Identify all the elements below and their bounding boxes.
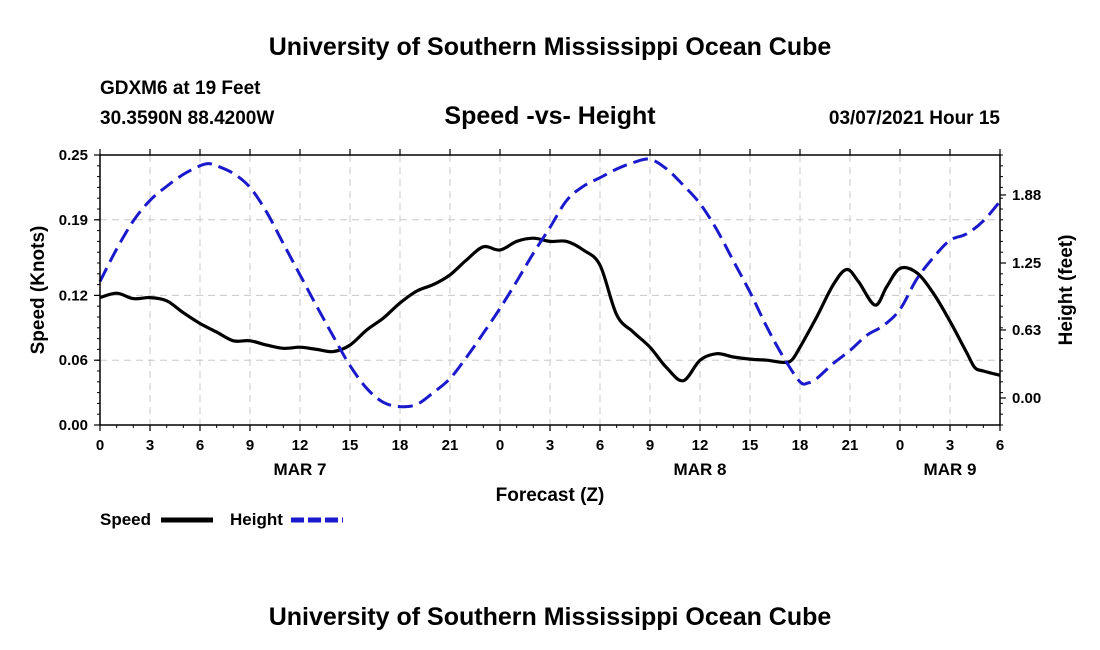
y2-tick-label: 1.25 — [1012, 255, 1041, 272]
x-tick-label: 18 — [792, 437, 809, 454]
y-tick-label: 0.06 — [59, 352, 88, 369]
x-tick-label: 15 — [342, 437, 359, 454]
series — [98, 157, 1002, 409]
x-tick-label: 6 — [196, 437, 204, 454]
y-tick-label: 0.25 — [59, 147, 88, 164]
y-tick-label: 0.00 — [59, 417, 88, 434]
x-tick-label: 6 — [596, 437, 604, 454]
speed-series-line — [99, 236, 1001, 383]
y-tick-label: 0.19 — [59, 212, 88, 229]
height-series-line — [98, 157, 1002, 409]
x-tick-label: 21 — [842, 437, 859, 454]
x-tick-label: 0 — [96, 437, 104, 454]
x-tick-label: 3 — [146, 437, 154, 454]
y-tick-label: 0.12 — [59, 287, 88, 304]
y2-tick-label: 0.00 — [1012, 390, 1041, 407]
page-title: University of Southern Mississippi Ocean… — [269, 33, 832, 61]
legend-speed-label: Speed — [100, 510, 151, 529]
legend: Speed Height — [100, 510, 343, 529]
coords-label: 30.3590N 88.4200W — [100, 108, 274, 129]
chart-title: Speed -vs- Height — [444, 102, 656, 130]
x-tick-label: 12 — [292, 437, 309, 454]
date-label: MAR 8 — [674, 460, 727, 479]
x-tick-label: 15 — [742, 437, 759, 454]
y2-axis-title: Height (feet) — [1056, 235, 1077, 346]
date-label: MAR 7 — [274, 460, 327, 479]
footer-title: University of Southern Mississippi Ocean… — [269, 603, 832, 631]
date-label: 03/07/2021 Hour 15 — [829, 108, 1001, 129]
y-axis-title: Speed (Knots) — [28, 226, 49, 355]
station-label: GDXM6 at 19 Feet — [100, 78, 261, 99]
x-tick-label: 0 — [496, 437, 504, 454]
x-tick-label: 6 — [996, 437, 1004, 454]
x-tick-label: 12 — [692, 437, 709, 454]
x-axis-title: Forecast (Z) — [496, 485, 605, 506]
x-tick-label: 3 — [546, 437, 554, 454]
y2-tick-label: 1.88 — [1012, 187, 1041, 204]
x-tick-label: 0 — [896, 437, 904, 454]
x-tick-label: 18 — [392, 437, 409, 454]
y2-tick-label: 0.63 — [1012, 322, 1041, 339]
x-tick-label: 9 — [246, 437, 254, 454]
plot-frame — [99, 154, 1001, 426]
x-tick-label: 9 — [646, 437, 654, 454]
x-tick-label: 21 — [442, 437, 459, 454]
x-tick-label: 3 — [946, 437, 954, 454]
legend-height-label: Height — [230, 510, 283, 529]
date-label: MAR 9 — [924, 460, 977, 479]
